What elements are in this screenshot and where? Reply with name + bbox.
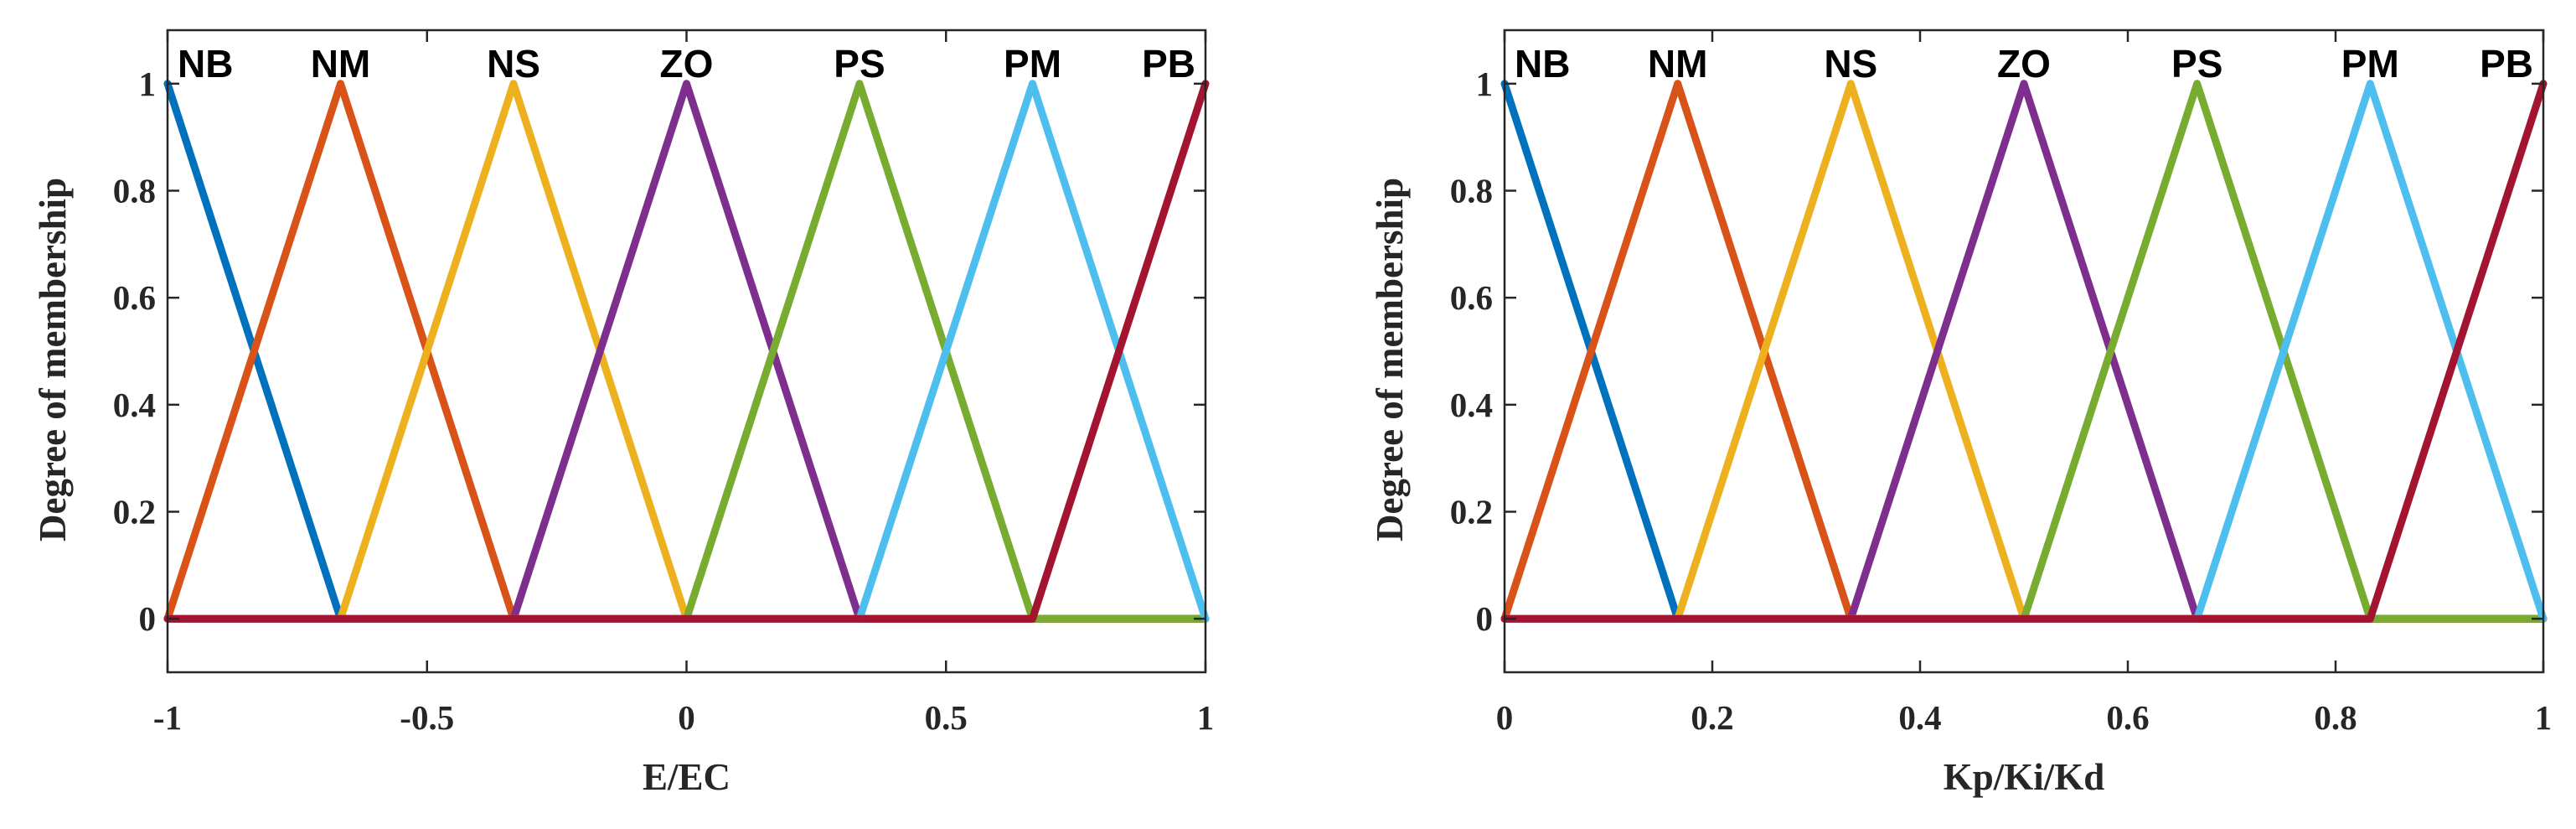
y-tick-label: 0.4 — [113, 386, 156, 424]
set-label-ps: PS — [2171, 42, 2222, 85]
y-axis-label: Degree of membership — [1369, 178, 1411, 541]
x-tick-label: 0.4 — [1898, 698, 1941, 737]
x-tick-label: -1 — [153, 698, 182, 737]
set-label-ns: NS — [1824, 42, 1877, 85]
y-tick-label: 0.2 — [113, 493, 156, 531]
set-label-pm: PM — [2341, 42, 2399, 85]
x-tick-label: 0.5 — [925, 698, 968, 737]
set-label-nm: NM — [311, 42, 371, 85]
chart-panel-1: -1 -0.5 0 0.5 1 0 0.2 0.4 0.6 0.8 1 E/EC Degree of m… — [32, 28, 1215, 798]
x-axis-label: E/EC — [643, 756, 730, 798]
set-label-nb: NB — [1515, 42, 1570, 85]
chart-panel-2: 0 0.2 0.4 0.6 0.8 1 0 0.2 0.4 0.6 0.8 1 Kp/Ki/Kd Degr… — [1369, 28, 2553, 798]
series-line-ps — [163, 80, 1210, 623]
x-tick-label: 0 — [1496, 698, 1514, 737]
x-tick-label: 1 — [2535, 698, 2553, 737]
series-group — [1500, 80, 2548, 623]
y-tick-label: 0 — [139, 599, 157, 638]
set-label-nm: NM — [1648, 42, 1708, 85]
set-label-zo: ZO — [660, 42, 714, 85]
y-tick-label: 0.2 — [1450, 493, 1493, 531]
x-tick-label: 0.2 — [1691, 698, 1733, 737]
x-tick-label: -0.5 — [400, 698, 454, 737]
set-label-pm: PM — [1004, 42, 1061, 85]
y-tick-label: 0.8 — [113, 172, 156, 210]
set-label-zo: ZO — [1997, 42, 2051, 85]
y-tick-label: 0.6 — [1450, 278, 1493, 317]
y-axis-label: Degree of membership — [32, 178, 74, 541]
series-line-ns — [1500, 80, 2548, 623]
x-tick-label: 0.6 — [2106, 698, 2149, 737]
series-line-pm — [163, 80, 1210, 623]
set-label-pb: PB — [2480, 42, 2533, 85]
series-line-ps — [1500, 80, 2548, 623]
set-label-pb: PB — [1142, 42, 1195, 85]
y-tick-label: 1 — [1476, 65, 1494, 103]
x-tick-label: 0 — [678, 698, 695, 737]
series-group — [163, 80, 1210, 623]
series-line-pb — [163, 80, 1210, 623]
series-line-nb — [1500, 80, 2548, 623]
set-label-ps: PS — [834, 42, 885, 85]
y-tick-label: 0.8 — [1450, 172, 1493, 210]
set-label-ns: NS — [487, 42, 540, 85]
set-label-nb: NB — [178, 42, 233, 85]
series-line-pb — [1500, 80, 2548, 623]
series-line-nm — [1500, 80, 2548, 623]
y-tick-label: 0.6 — [113, 278, 156, 317]
axes-box — [1503, 28, 2545, 674]
series-line-nm — [163, 80, 1210, 623]
series-line-zo — [1500, 80, 2548, 623]
x-tick-label: 1 — [1197, 698, 1215, 737]
x-tick-label: 0.8 — [2314, 698, 2357, 737]
series-line-ns — [163, 80, 1210, 623]
series-line-pm — [1500, 80, 2548, 623]
series-line-zo — [163, 80, 1210, 623]
y-tick-label: 1 — [139, 65, 157, 103]
x-axis-label: Kp/Ki/Kd — [1944, 756, 2105, 798]
series-line-nb — [163, 80, 1210, 623]
y-tick-label: 0 — [1476, 599, 1494, 638]
y-tick-label: 0.4 — [1450, 386, 1493, 424]
